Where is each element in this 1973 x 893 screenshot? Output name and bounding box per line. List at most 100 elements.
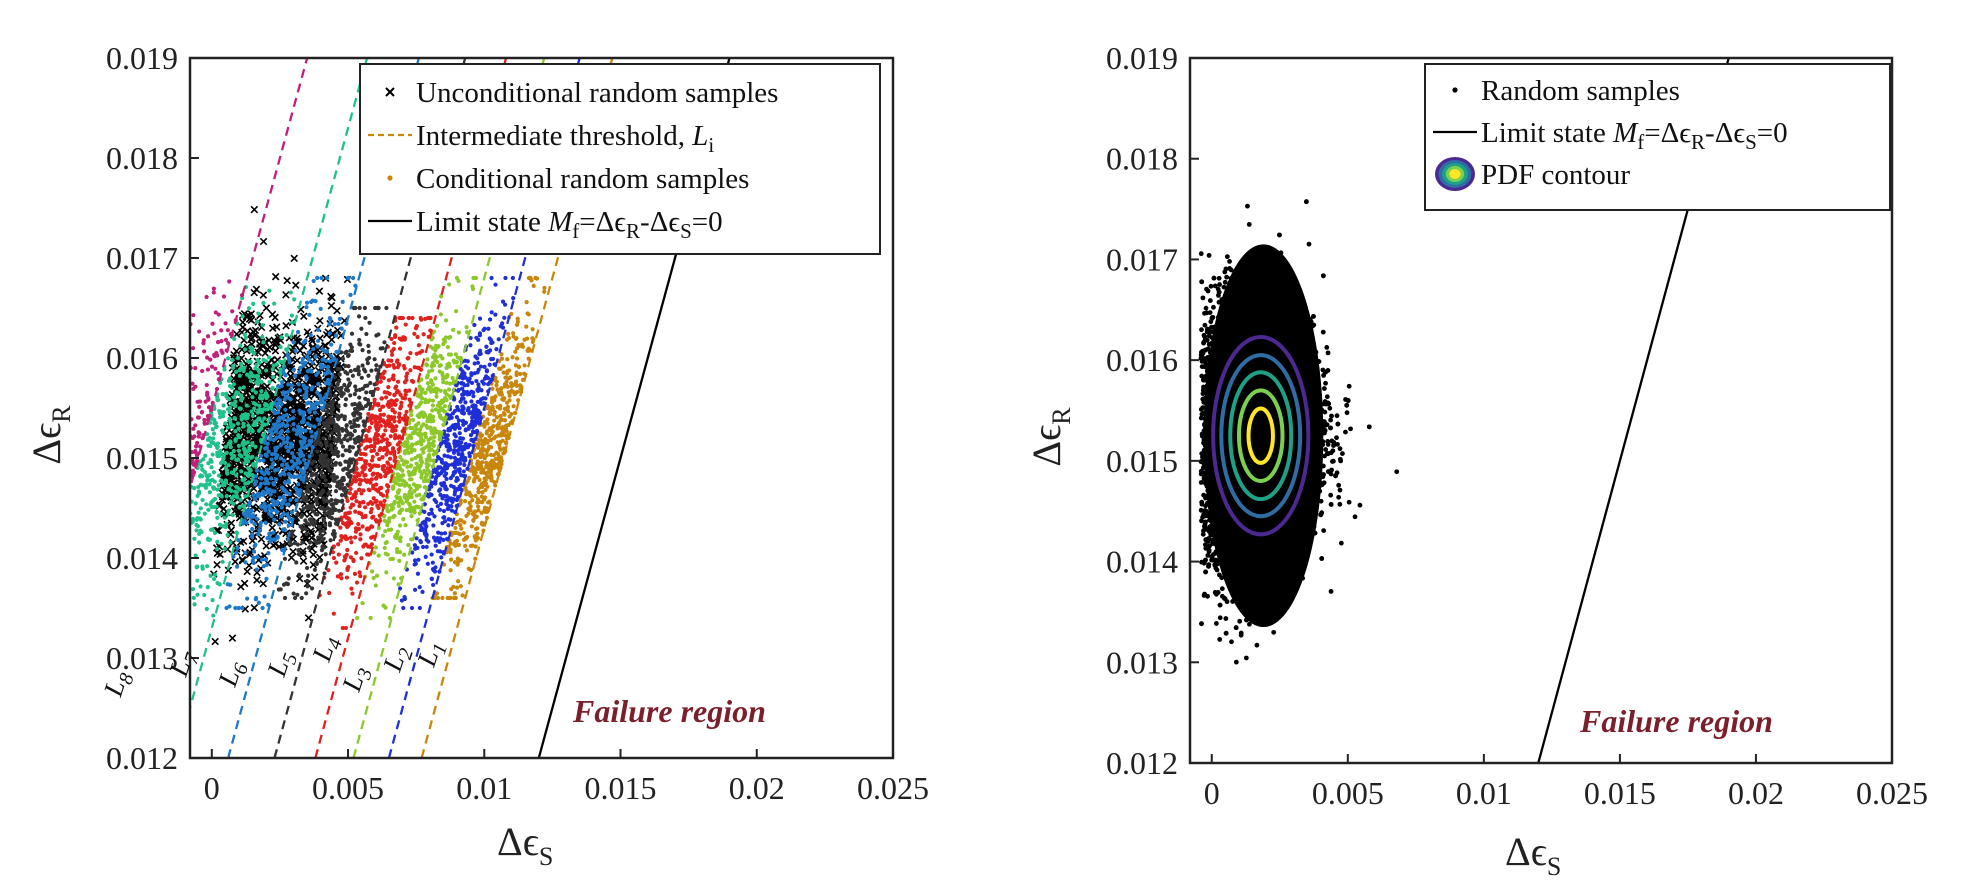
conditional-sample-point [445,595,450,601]
conditional-sample-point [344,575,350,580]
conditional-sample-point [441,341,446,347]
conditional-sample-point [329,458,334,463]
conditional-sample-point [217,408,222,414]
conditional-sample-point [301,435,306,441]
conditional-sample-point [460,418,466,423]
conditional-sample-point [237,373,242,378]
conditional-sample-point [311,521,316,526]
conditional-sample-point [225,471,230,476]
conditional-sample-point [405,371,410,376]
conditional-sample-point [514,379,519,384]
conditional-sample-point [346,519,351,525]
unconditional-sample-marker [227,519,236,527]
conditional-sample-point [438,465,443,470]
conditional-sample-point [210,321,215,326]
conditional-sample-point [505,409,511,414]
conditional-sample-point [278,587,283,592]
conditional-sample-point [211,286,216,291]
conditional-sample-point [292,297,297,302]
conditional-sample-point [329,408,335,413]
conditional-sample-point [382,468,387,473]
conditional-sample-point [399,598,404,603]
conditional-sample-point [225,512,230,517]
conditional-sample-point [193,423,198,428]
conditional-sample-point [481,448,487,453]
conditional-sample-point [210,427,215,432]
conditional-sample-point [342,436,347,442]
conditional-sample-point [216,312,221,317]
conditional-sample-point [436,530,441,535]
conditional-sample-point [395,489,400,494]
conditional-sample-point [479,494,484,499]
conditional-sample-point [359,326,364,331]
conditional-sample-point [312,424,317,429]
conditional-sample-point [197,474,203,479]
conditional-sample-point [328,420,334,425]
conditional-sample-point [380,464,385,469]
conditional-sample-point [476,337,481,342]
conditional-sample-point [304,531,309,536]
conditional-sample-point [464,488,469,493]
conditional-sample-point [232,416,237,421]
conditional-sample-point [424,516,430,522]
conditional-sample-point [298,473,303,479]
conditional-sample-point [215,453,220,458]
conditional-sample-point [423,519,428,525]
conditional-sample-point [265,441,270,446]
conditional-sample-point [322,499,327,504]
conditional-sample-point [222,367,227,372]
conditional-sample-point [480,460,485,465]
conditional-sample-point [424,537,429,543]
conditional-sample-point [289,510,295,515]
conditional-sample-point [510,275,515,281]
conditional-sample-point [494,347,499,352]
conditional-sample-point [201,349,207,354]
conditional-sample-point [480,442,485,447]
conditional-sample-point [254,380,259,385]
conditional-sample-point [362,473,367,478]
conditional-sample-point [403,322,408,327]
conditional-sample-point [416,557,421,562]
conditional-sample-point [463,543,468,548]
conditional-sample-point [382,545,387,551]
conditional-sample-point [387,516,392,521]
conditional-sample-point [262,402,268,408]
conditional-sample-point [471,466,476,471]
conditional-sample-point [253,597,258,602]
conditional-sample-point [214,509,219,515]
conditional-sample-point [374,573,380,578]
conditional-sample-point [220,559,225,564]
conditional-sample-point [451,497,456,502]
conditional-sample-point [192,536,197,541]
conditional-sample-point [261,564,266,569]
conditional-sample-point [437,369,442,374]
conditional-sample-point [393,402,398,407]
conditional-sample-point [350,402,355,407]
conditional-sample-point [306,357,312,362]
conditional-sample-point [522,337,527,342]
conditional-sample-point [410,315,415,321]
conditional-sample-point [470,543,475,548]
conditional-sample-point [267,379,272,385]
conditional-sample-point [335,480,340,485]
conditional-sample-point [358,403,363,409]
conditional-sample-point [439,555,444,560]
conditional-sample-point [282,498,287,503]
conditional-sample-point [392,436,398,441]
conditional-sample-point [190,435,195,441]
conditional-sample-point [460,376,466,381]
conditional-sample-point [274,362,279,367]
conditional-sample-point [350,373,356,378]
conditional-sample-point [198,528,203,533]
conditional-sample-point [319,442,324,447]
conditional-sample-point [291,367,297,372]
conditional-sample-point [284,581,289,586]
conditional-sample-point [515,316,520,321]
conditional-sample-point [278,344,283,350]
conditional-sample-point [400,416,405,421]
conditional-sample-point [282,397,287,402]
conditional-sample-point [506,336,512,341]
conditional-sample-point [501,364,506,369]
conditional-sample-point [229,482,234,487]
conditional-sample-point [229,456,234,461]
